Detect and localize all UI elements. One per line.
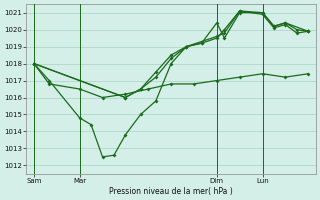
X-axis label: Pression niveau de la mer( hPa ): Pression niveau de la mer( hPa ) bbox=[109, 187, 233, 196]
